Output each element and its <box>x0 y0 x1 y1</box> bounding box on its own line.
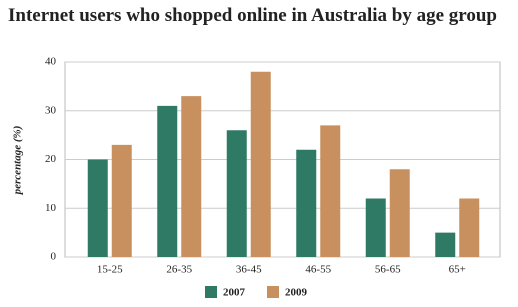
bar <box>365 198 386 257</box>
y-axis-label: percentage (%) <box>12 126 24 196</box>
y-tick-label: 20 <box>45 153 57 165</box>
legend-label: 2007 <box>223 287 246 299</box>
chart-title: Internet users who shopped online in Aus… <box>8 5 497 26</box>
x-tick-label: 36-45 <box>236 264 262 276</box>
legend-label: 2009 <box>285 287 308 299</box>
x-tick-label: 65+ <box>449 264 466 276</box>
bar <box>435 232 456 257</box>
bar <box>389 169 410 257</box>
bar <box>157 105 178 257</box>
bar <box>111 144 132 257</box>
bar <box>320 125 341 257</box>
x-tick-label: 46-55 <box>305 264 331 276</box>
x-tick-label: 26-35 <box>166 264 192 276</box>
bar <box>226 130 247 257</box>
y-tick-label: 10 <box>45 202 57 214</box>
bar <box>87 159 108 257</box>
bar <box>296 149 317 257</box>
y-tick-label: 30 <box>45 104 57 116</box>
bar <box>181 96 202 257</box>
x-tick-label: 15-25 <box>97 264 123 276</box>
legend-swatch <box>205 286 217 298</box>
y-tick-label: 0 <box>51 251 57 263</box>
x-tick-label: 56-65 <box>375 264 401 276</box>
legend-swatch <box>267 286 279 298</box>
bar <box>250 71 271 257</box>
y-tick-label: 40 <box>45 56 57 68</box>
bar <box>459 198 480 257</box>
